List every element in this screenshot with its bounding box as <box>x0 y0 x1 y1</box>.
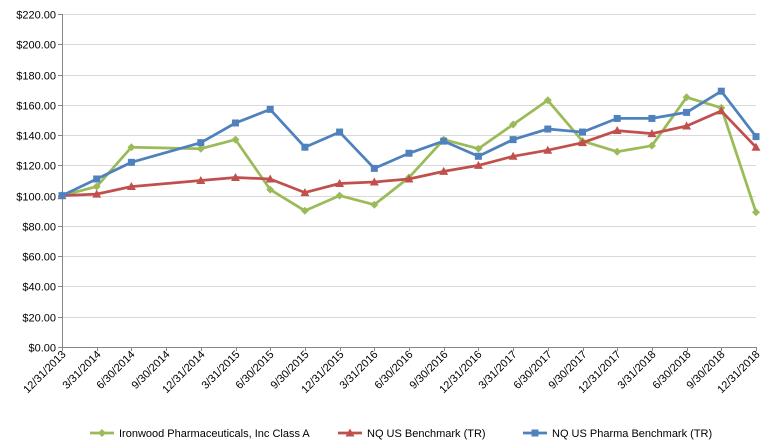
legend: Ironwood Pharmaceuticals, Inc Class A NQ … <box>90 428 712 440</box>
data-point <box>648 114 656 122</box>
y-tick-label: $20.00 <box>22 313 56 325</box>
series-line <box>61 95 758 213</box>
data-point <box>647 141 656 150</box>
data-point <box>370 164 378 172</box>
legend-label: NQ US Benchmark (TR) <box>367 428 486 440</box>
data-point <box>58 192 66 200</box>
data-point <box>266 185 275 194</box>
data-point <box>127 143 136 152</box>
axes <box>58 14 757 351</box>
data-point <box>509 136 517 144</box>
y-axis-ticks: $0.00 $20.00 $40.00 $60.00 $80.00 $100.00 $120… <box>16 10 56 355</box>
data-point <box>92 189 102 198</box>
data-point <box>439 166 449 175</box>
legend-label: NQ US Pharma Benchmark (TR) <box>552 428 712 440</box>
series-group <box>57 87 761 217</box>
data-point <box>404 174 414 183</box>
data-point <box>717 87 725 95</box>
data-point <box>127 158 135 166</box>
data-point <box>300 188 310 197</box>
data-point <box>266 105 274 113</box>
data-point <box>335 179 345 188</box>
data-point <box>405 149 413 157</box>
data-point <box>579 128 586 136</box>
series-line <box>61 89 758 197</box>
data-point <box>93 175 101 183</box>
data-point <box>682 93 691 102</box>
legend-item: NQ US Pharma Benchmark (TR) <box>523 428 712 440</box>
legend-marker <box>98 429 106 437</box>
data-point <box>196 176 206 184</box>
y-tick-label: $220.00 <box>16 10 56 22</box>
data-point <box>231 172 240 181</box>
data-point <box>543 145 553 154</box>
data-point <box>613 147 622 156</box>
legend-marker <box>531 429 539 437</box>
data-point <box>196 144 205 153</box>
legend-marker <box>345 428 355 437</box>
data-point <box>751 142 761 151</box>
data-point <box>613 114 621 122</box>
data-point <box>578 138 587 147</box>
data-point <box>612 126 622 135</box>
data-point <box>265 174 275 183</box>
y-tick-label: $120.00 <box>16 161 56 173</box>
data-point <box>473 160 483 169</box>
series-line <box>61 109 757 197</box>
series-3 <box>58 87 760 200</box>
data-point <box>335 191 344 200</box>
data-point <box>752 208 760 217</box>
data-point <box>474 144 483 153</box>
data-point <box>509 120 518 129</box>
data-point <box>92 182 101 191</box>
data-point <box>300 206 309 215</box>
y-tick-label: $200.00 <box>16 40 56 52</box>
y-tick-label: $80.00 <box>22 222 56 234</box>
data-point <box>508 151 518 160</box>
data-point <box>301 143 309 151</box>
legend-label: Ironwood Pharmaceuticals, Inc Class A <box>119 428 310 440</box>
legend-item: NQ US Benchmark (TR) <box>338 428 486 440</box>
data-point <box>752 133 760 141</box>
data-point <box>683 108 691 116</box>
y-tick-label: $60.00 <box>22 252 56 264</box>
y-tick-label: $160.00 <box>16 101 56 113</box>
y-tick-label: $180.00 <box>16 71 56 83</box>
legend-item: Ironwood Pharmaceuticals, Inc Class A <box>90 428 310 440</box>
y-tick-label: $100.00 <box>16 192 56 204</box>
x-axis-ticks: 12/31/20133/31/20146/30/20149/30/201412/… <box>21 349 762 396</box>
data-point <box>716 106 726 115</box>
gridlines <box>62 14 756 348</box>
x-tick-label: 12/31/2013 <box>21 349 68 396</box>
data-point <box>440 137 448 145</box>
y-tick-label: $140.00 <box>16 131 56 143</box>
data-point <box>232 119 239 127</box>
data-point <box>474 152 482 160</box>
y-tick-label: $0.00 <box>28 343 56 355</box>
data-point <box>543 96 552 105</box>
data-point <box>682 121 692 130</box>
y-tick-label: $40.00 <box>22 282 56 294</box>
data-point <box>647 129 657 138</box>
data-point <box>197 139 205 147</box>
data-point <box>336 128 344 136</box>
data-point <box>369 177 379 186</box>
data-point <box>126 182 136 191</box>
data-point <box>370 200 379 209</box>
data-point <box>544 125 552 133</box>
data-point <box>231 135 240 144</box>
